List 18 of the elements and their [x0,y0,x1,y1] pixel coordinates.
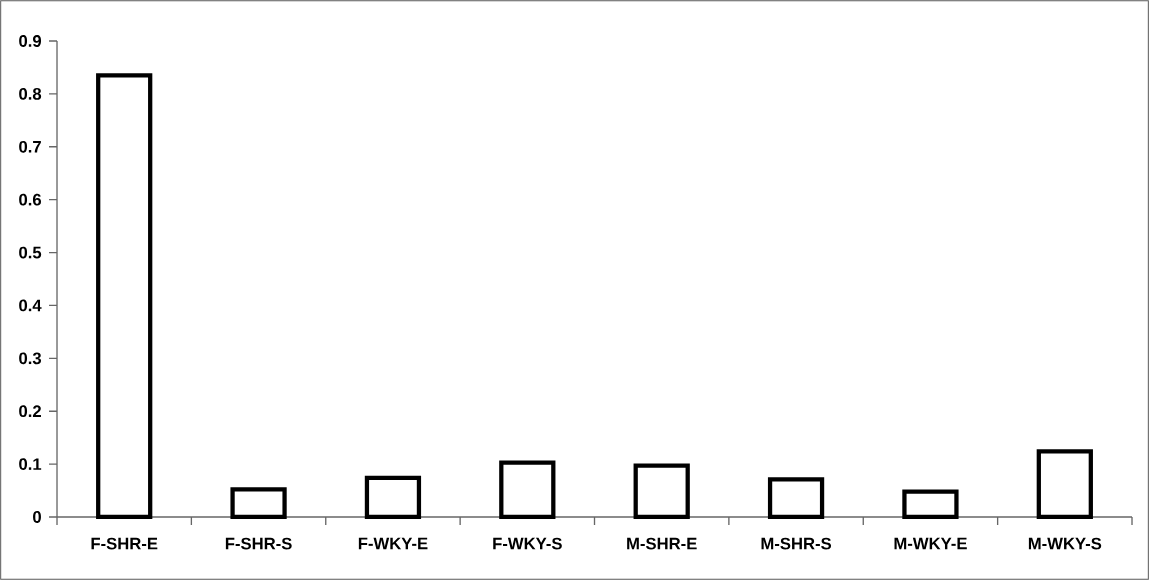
x-tick-label: F-SHR-S [225,537,292,550]
y-tick-label: 0.7 [19,140,41,153]
y-tick-label: 0.6 [19,193,42,206]
y-tick-label: 0.5 [19,246,42,259]
y-tick-label: 0 [33,511,41,523]
y-tick-label: 0.2 [19,405,41,418]
y-tick-label: 0.3 [19,352,42,365]
y-tick-label: 0.1 [19,458,42,470]
y-tick-label: 0.8 [19,88,42,100]
x-tick-label: F-WKY-S [493,537,562,550]
x-tick-label: M-WKY-E [894,537,967,550]
x-tick-label: M-WKY-S [1028,537,1102,550]
y-tick-label: 0.9 [19,35,42,47]
x-tick-label: M-SHR-S [761,537,832,550]
x-tick-label: F-SHR-E [91,537,158,550]
y-tick-label: 0.4 [19,299,42,312]
x-tick-label: M-SHR-E [627,537,697,550]
x-tick-label: F-WKY-E [358,537,428,550]
